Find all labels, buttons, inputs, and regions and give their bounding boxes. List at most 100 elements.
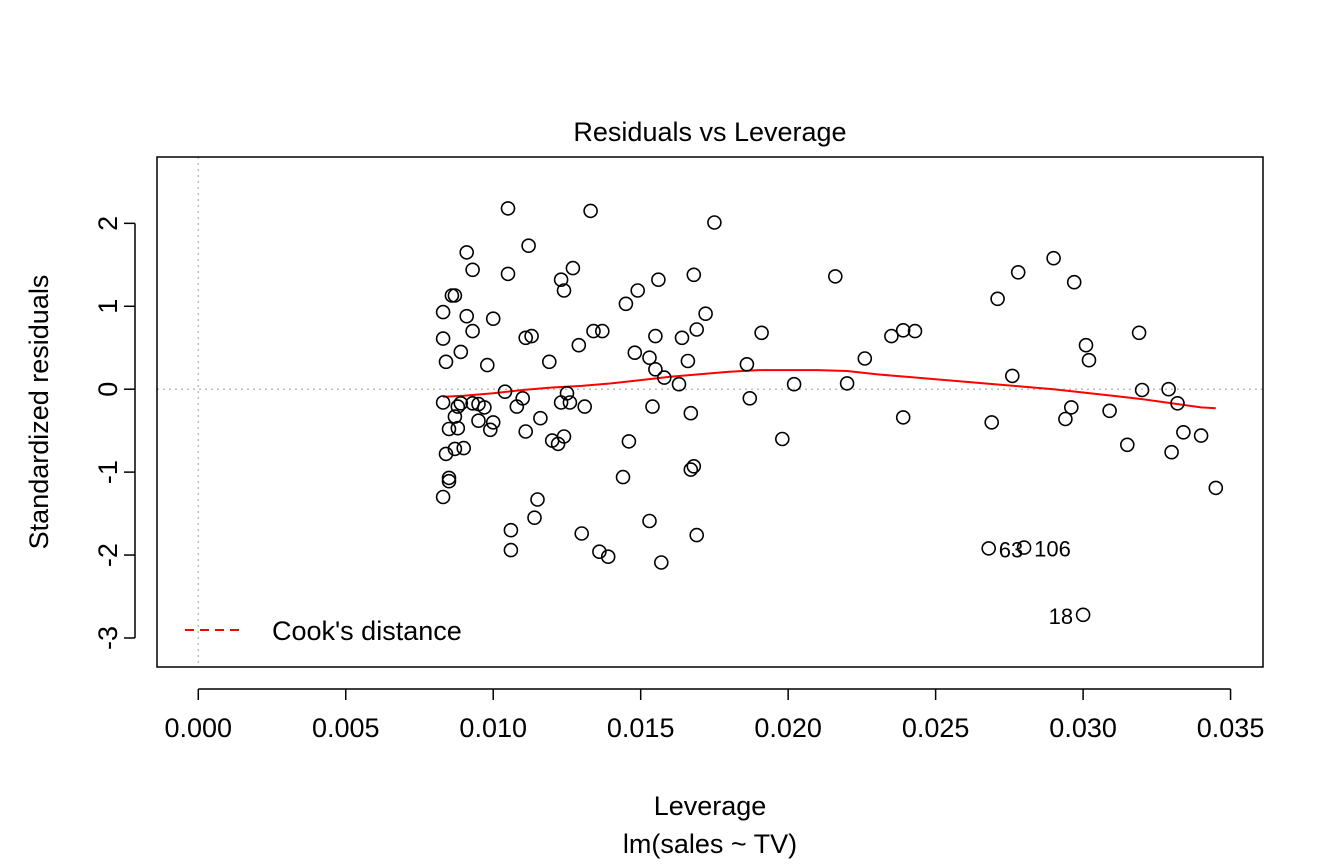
data-point	[648, 361, 663, 377]
data-point	[839, 376, 855, 391]
data-point	[686, 267, 702, 283]
x-tick-label: 0.015	[607, 713, 675, 743]
data-point	[990, 291, 1005, 307]
legend: Cook's distance	[185, 616, 462, 646]
data-point	[533, 410, 548, 426]
data-point	[689, 527, 705, 543]
data-point	[497, 384, 513, 400]
data-point	[615, 469, 631, 485]
data-point	[571, 337, 587, 353]
data-point	[435, 331, 451, 346]
data-point	[435, 304, 451, 320]
data-point	[1081, 352, 1097, 368]
data-point	[1016, 540, 1032, 555]
data-point	[479, 357, 495, 373]
data-point	[739, 356, 755, 372]
data-point	[592, 544, 607, 560]
data-point	[524, 328, 539, 344]
data-point	[618, 296, 634, 312]
data-point	[671, 376, 687, 392]
data-point	[556, 429, 572, 444]
x-tick-label: 0.035	[1197, 713, 1265, 743]
data-point	[1046, 250, 1061, 266]
data-point	[1102, 403, 1117, 419]
x-tick-label: 0.020	[754, 713, 822, 743]
chart-title: Residuals vs Leverage	[573, 117, 846, 147]
point-labels: 63 106 18	[999, 537, 1073, 629]
data-point	[1078, 337, 1094, 353]
data-point	[1131, 325, 1147, 341]
data-point	[503, 542, 519, 558]
data-point	[482, 422, 498, 438]
data-point	[786, 376, 802, 392]
data-point	[600, 549, 616, 565]
data-point	[503, 522, 519, 538]
data-point	[1066, 274, 1082, 290]
data-point	[435, 489, 451, 505]
data-point	[1010, 264, 1026, 280]
data-point	[642, 350, 657, 366]
y-axis: -3 -2 -1 0 1 2	[93, 216, 136, 650]
data-point	[453, 395, 469, 411]
y-axis-title: Standardized residuals	[24, 275, 54, 550]
data-point	[515, 390, 531, 406]
data-point	[707, 215, 722, 230]
data-point	[1208, 480, 1224, 496]
data-point	[1004, 368, 1020, 384]
data-point	[1193, 428, 1209, 443]
data-point	[518, 424, 534, 439]
reference-lines	[157, 157, 1263, 667]
data-point	[651, 272, 666, 288]
data-points	[435, 201, 1224, 623]
y-tick-label: -1	[93, 460, 123, 484]
data-point	[500, 201, 516, 216]
data-point	[907, 323, 923, 339]
data-point	[627, 345, 643, 361]
data-point	[1134, 382, 1150, 398]
data-point	[485, 415, 501, 430]
data-point	[583, 203, 598, 219]
data-point	[586, 323, 601, 339]
y-tick-label: -3	[93, 626, 123, 650]
data-point	[447, 441, 463, 457]
data-point	[1176, 424, 1191, 440]
data-point	[441, 421, 457, 437]
x-tick-label: 0.005	[312, 713, 380, 743]
data-point	[444, 288, 460, 303]
data-point	[689, 322, 705, 337]
data-point	[500, 266, 516, 282]
data-point	[518, 330, 534, 346]
data-point	[441, 470, 457, 486]
data-point	[450, 399, 466, 414]
data-point	[1058, 411, 1073, 427]
data-point	[981, 541, 997, 556]
data-point	[857, 351, 873, 366]
data-point	[1064, 400, 1079, 415]
data-point	[471, 413, 486, 429]
data-point	[698, 306, 713, 322]
data-point	[895, 410, 911, 425]
x-tick-label: 0.030	[1049, 713, 1117, 743]
data-point	[565, 260, 581, 276]
data-point	[559, 385, 575, 401]
data-point	[465, 323, 480, 339]
data-point	[435, 395, 451, 410]
data-point	[562, 395, 578, 410]
data-point	[648, 328, 663, 344]
data-point	[441, 473, 457, 489]
data-point	[683, 462, 699, 477]
data-point	[680, 353, 696, 369]
data-point	[521, 238, 536, 253]
data-point	[459, 245, 475, 260]
data-point	[621, 434, 637, 449]
data-point	[527, 510, 542, 526]
data-point	[984, 415, 1000, 430]
y-tick-label: 0	[93, 382, 123, 397]
data-point	[465, 262, 480, 278]
y-tick-label: 1	[93, 299, 123, 314]
data-point	[630, 283, 646, 298]
data-point	[541, 354, 557, 370]
x-tick-label: 0.000	[165, 713, 233, 743]
data-point	[459, 308, 475, 324]
